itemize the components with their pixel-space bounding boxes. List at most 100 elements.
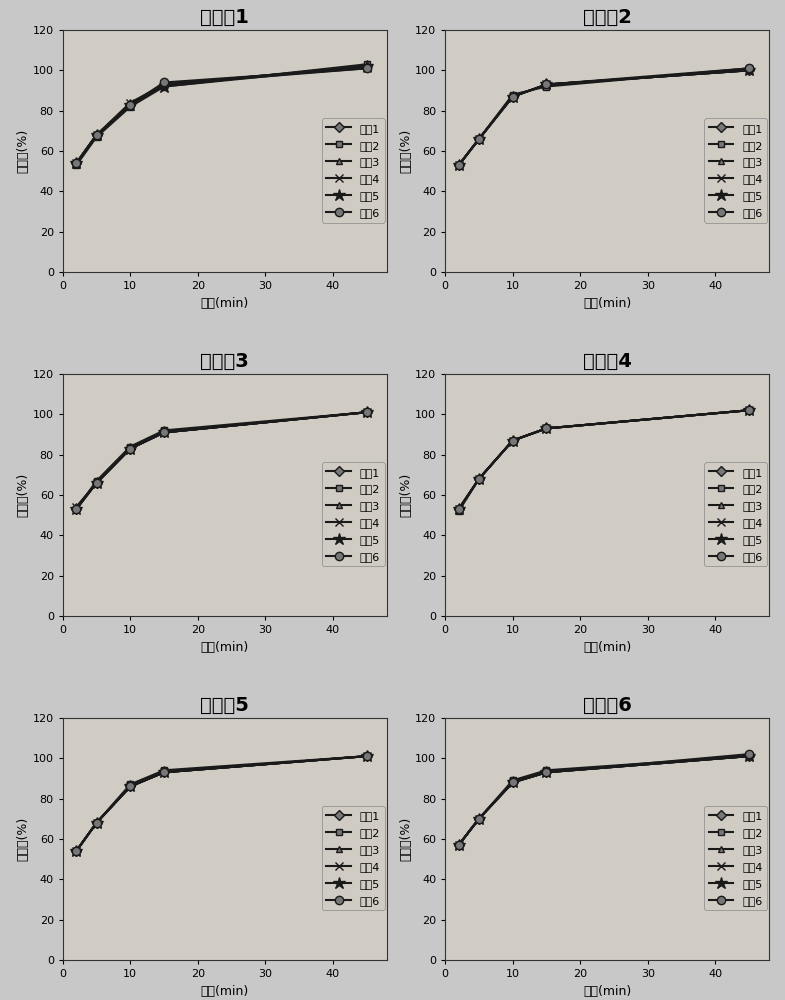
Line: 样品6: 样品6 <box>455 406 754 513</box>
Line: 样品5: 样品5 <box>452 750 755 851</box>
X-axis label: 时间(min): 时间(min) <box>583 297 631 310</box>
样品6 <box>159 426 169 438</box>
样品6 <box>159 766 169 778</box>
样品5 <box>92 477 101 489</box>
样品2 <box>542 422 551 434</box>
样品5 <box>542 422 551 434</box>
样品5 <box>126 443 135 455</box>
样品6 <box>126 780 135 792</box>
样品6 <box>454 839 463 851</box>
样品6 <box>362 750 371 762</box>
样品1 <box>362 750 371 762</box>
样品4 <box>92 129 101 141</box>
Line: 样品3: 样品3 <box>455 407 753 513</box>
样品1 <box>126 99 135 111</box>
样品4 <box>454 503 463 515</box>
样品3 <box>454 503 463 515</box>
样品4 <box>454 839 463 851</box>
Title: 实施例5: 实施例5 <box>200 696 250 715</box>
样品3 <box>542 422 551 434</box>
样品3 <box>744 750 754 762</box>
样品1 <box>362 60 371 72</box>
样品1 <box>744 404 754 416</box>
样品5 <box>362 406 371 418</box>
样品6 <box>126 99 135 111</box>
样品5 <box>126 780 135 792</box>
样品3 <box>508 91 517 103</box>
Title: 实施例4: 实施例4 <box>582 352 632 371</box>
样品1 <box>71 845 81 857</box>
样品6 <box>71 503 81 515</box>
样品3 <box>92 817 101 829</box>
Line: 样品1: 样品1 <box>455 753 753 848</box>
X-axis label: 时间(min): 时间(min) <box>201 641 249 654</box>
样品2 <box>92 131 101 143</box>
样品6 <box>92 477 101 489</box>
Line: 样品5: 样品5 <box>452 64 755 171</box>
样品6 <box>92 129 101 141</box>
Y-axis label: 释放度(%): 释放度(%) <box>16 817 30 861</box>
样品6 <box>744 404 754 416</box>
样品2 <box>474 133 484 145</box>
样品2 <box>126 101 135 113</box>
样品3 <box>71 157 81 169</box>
样品6 <box>508 435 517 447</box>
样品3 <box>744 404 754 416</box>
样品2 <box>362 750 371 762</box>
样品6 <box>454 159 463 171</box>
样品5 <box>474 473 484 485</box>
样品6 <box>71 157 81 169</box>
样品6 <box>744 748 754 760</box>
样品1 <box>542 422 551 434</box>
样品2 <box>362 406 371 418</box>
Line: 样品2: 样品2 <box>455 753 753 848</box>
样品2 <box>474 473 484 485</box>
Y-axis label: 释放度(%): 释放度(%) <box>16 473 30 517</box>
样品5 <box>508 91 517 103</box>
样品4 <box>159 766 169 778</box>
样品1 <box>542 766 551 778</box>
样品2 <box>508 774 517 786</box>
样品5 <box>92 129 101 141</box>
样品4 <box>474 473 484 485</box>
Line: 样品4: 样品4 <box>72 752 371 855</box>
X-axis label: 时间(min): 时间(min) <box>583 985 631 998</box>
样品2 <box>362 58 371 70</box>
Line: 样品4: 样品4 <box>455 752 754 849</box>
样品1 <box>542 78 551 90</box>
样品5 <box>362 60 371 72</box>
样品5 <box>92 817 101 829</box>
样品1 <box>454 839 463 851</box>
样品5 <box>508 776 517 788</box>
样品3 <box>92 477 101 489</box>
样品1 <box>744 64 754 76</box>
样品4 <box>542 422 551 434</box>
Line: 样品5: 样品5 <box>70 406 373 515</box>
样品3 <box>474 813 484 825</box>
样品1 <box>474 473 484 485</box>
样品4 <box>71 157 81 169</box>
样品4 <box>126 780 135 792</box>
样品6 <box>508 776 517 788</box>
Line: 样品1: 样品1 <box>455 407 753 513</box>
样品3 <box>508 776 517 788</box>
样品2 <box>71 159 81 171</box>
Title: 实施例1: 实施例1 <box>200 8 250 27</box>
样品4 <box>126 97 135 109</box>
Line: 样品4: 样品4 <box>72 64 371 167</box>
样品1 <box>362 406 371 418</box>
样品1 <box>92 477 101 489</box>
样品1 <box>744 750 754 762</box>
样品4 <box>362 62 371 74</box>
样品2 <box>474 813 484 825</box>
Line: 样品3: 样品3 <box>455 753 753 848</box>
样品2 <box>744 404 754 416</box>
Y-axis label: 释放度(%): 释放度(%) <box>400 817 412 861</box>
Line: 样品2: 样品2 <box>73 61 370 169</box>
样品5 <box>542 766 551 778</box>
样品2 <box>92 475 101 487</box>
样品3 <box>362 60 371 72</box>
Y-axis label: 释放度(%): 释放度(%) <box>400 129 412 173</box>
样品2 <box>92 817 101 829</box>
样品1 <box>508 776 517 788</box>
